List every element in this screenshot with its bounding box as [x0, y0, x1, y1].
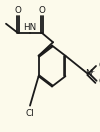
- Text: HN: HN: [23, 23, 36, 32]
- Text: Cl: Cl: [26, 109, 34, 117]
- Text: N: N: [85, 69, 91, 78]
- Text: O: O: [98, 77, 100, 86]
- Text: O: O: [98, 62, 100, 70]
- Text: O: O: [39, 6, 45, 15]
- Text: +: +: [89, 69, 94, 74]
- Text: O: O: [15, 6, 21, 15]
